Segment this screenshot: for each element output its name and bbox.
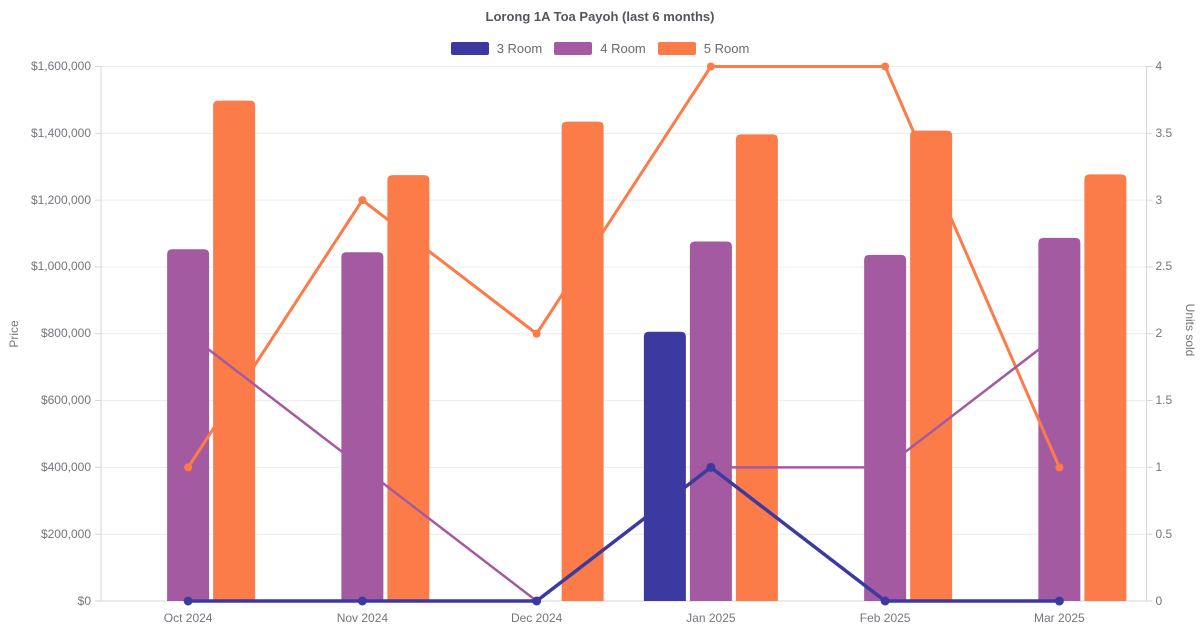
bar-4-room-oct-2024[interactable]: [167, 249, 210, 602]
point-3-room-oct-2024[interactable]: [183, 596, 193, 606]
month-label: Mar 2025: [1034, 611, 1085, 625]
bar-4-room-jan-2025[interactable]: [689, 241, 732, 601]
point-3-room-mar-2025[interactable]: [1054, 596, 1064, 606]
point-3-room-dec-2024[interactable]: [532, 596, 542, 606]
units-tick-label: 2.5: [1155, 259, 1173, 274]
bar-4-room-mar-2025[interactable]: [1038, 237, 1081, 601]
price-tick-label: $600,000: [40, 393, 91, 408]
bar-5-room-jan-2025[interactable]: [735, 134, 778, 601]
point-3-room-feb-2025[interactable]: [880, 596, 890, 606]
legend: 3 Room 4 Room 5 Room: [0, 41, 1200, 56]
point-4-room-mar-2025[interactable]: [1055, 330, 1063, 338]
units-tick-label: 3.5: [1155, 125, 1173, 140]
bar-4-room-feb-2025[interactable]: [864, 254, 907, 601]
units-tick-label: 2: [1155, 326, 1163, 341]
month-label: Dec 2024: [510, 611, 563, 625]
price-tick-label: $400,000: [40, 459, 91, 474]
point-5-room-mar-2025[interactable]: [1055, 463, 1064, 472]
point-5-room-jan-2025[interactable]: [706, 62, 715, 71]
point-5-room-dec-2024[interactable]: [532, 329, 541, 338]
legend-swatch-5-room: [657, 42, 696, 55]
units-tick-label: 1.5: [1155, 393, 1173, 408]
point-4-room-oct-2024[interactable]: [184, 330, 192, 338]
line-3-room[interactable]: [188, 465, 1060, 603]
price-tick-label: $800,000: [40, 326, 91, 341]
bar-5-room-dec-2024[interactable]: [561, 121, 604, 602]
units-tick-label: 4: [1155, 59, 1163, 73]
price-tick-label: $1,600,000: [30, 59, 91, 73]
legend-label-5-room: 5 Room: [703, 41, 750, 56]
month-label: Nov 2024: [336, 611, 389, 625]
legend-label-4-room: 4 Room: [600, 41, 646, 56]
point-3-room-nov-2024[interactable]: [357, 596, 367, 606]
legend-item-4-room[interactable]: 4 Room: [554, 41, 646, 56]
price-tick-label: $0: [77, 593, 91, 608]
legend-item-5-room[interactable]: 5 Room: [657, 41, 750, 56]
point-5-room-nov-2024[interactable]: [358, 196, 367, 205]
units-tick-label: 3: [1155, 192, 1163, 207]
month-label: Oct 2024: [163, 611, 213, 625]
legend-swatch-4-room: [554, 42, 593, 55]
price-tick-label: $200,000: [40, 526, 91, 541]
point-4-room-nov-2024[interactable]: [358, 463, 366, 471]
chart-title: Lorong 1A Toa Payoh (last 6 months): [485, 9, 715, 24]
legend-label-3-room: 3 Room: [496, 41, 543, 56]
line-5-room[interactable]: [186, 65, 1061, 469]
bar-5-room-feb-2025[interactable]: [910, 130, 953, 601]
legend-item-3-room[interactable]: 3 Room: [450, 41, 543, 56]
units-tick-label: 0.5: [1155, 526, 1173, 541]
point-5-room-feb-2025[interactable]: [881, 62, 890, 71]
bar-3-room-jan-2025[interactable]: [643, 331, 686, 601]
units-tick-label: 1: [1155, 459, 1163, 474]
bar-5-room-nov-2024[interactable]: [387, 175, 430, 601]
point-4-room-feb-2025[interactable]: [881, 463, 889, 471]
month-label: Feb 2025: [859, 611, 911, 625]
month-label: Jan 2025: [686, 611, 736, 625]
bar-5-room-mar-2025[interactable]: [1084, 174, 1127, 601]
price-tick-label: $1,400,000: [30, 125, 91, 140]
legend-swatch-3-room: [450, 42, 489, 55]
bar-5-room-oct-2024[interactable]: [213, 100, 256, 601]
bar-4-room-nov-2024[interactable]: [341, 252, 384, 601]
price-tick-label: $1,200,000: [30, 192, 91, 207]
point-3-room-jan-2025[interactable]: [706, 462, 716, 472]
price-tick-label: $1,000,000: [30, 259, 91, 274]
units-tick-label: 0: [1155, 593, 1163, 608]
point-5-room-oct-2024[interactable]: [184, 463, 193, 472]
